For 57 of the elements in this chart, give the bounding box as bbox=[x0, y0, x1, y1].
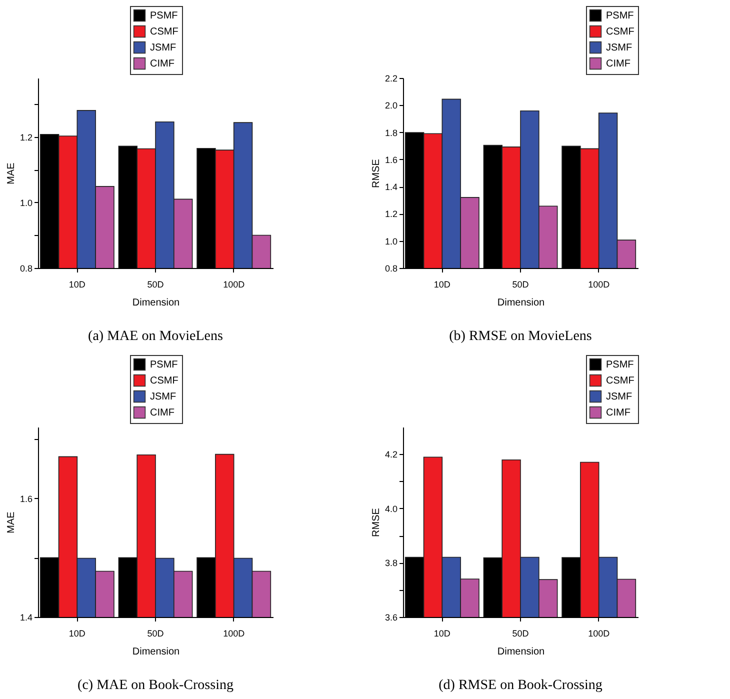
y-tick-label: 1.6 bbox=[20, 494, 32, 504]
y-tick-label: 1.0 bbox=[384, 236, 398, 246]
legend-label: JSMF bbox=[606, 42, 632, 54]
legend-label: CIMF bbox=[150, 408, 174, 418]
x-tick-label: 50D bbox=[512, 280, 530, 290]
legend-label: PSMF bbox=[150, 10, 178, 22]
y-tick-label: 1.4 bbox=[20, 612, 32, 622]
legend-label: JSMF bbox=[606, 392, 632, 402]
y-tick-label: 1.6 bbox=[384, 154, 398, 165]
x-axis-title: Dimension bbox=[132, 646, 180, 658]
x-tick-label: 100D bbox=[588, 280, 610, 290]
legend-label: JSMF bbox=[150, 42, 176, 54]
y-tick-label: 3.8 bbox=[384, 558, 398, 568]
x-axis-title: Dimension bbox=[497, 298, 545, 308]
y-tick-label: 4.2 bbox=[384, 450, 398, 460]
y-tick-label: 1.2 bbox=[20, 132, 32, 142]
y-tick-label: 4.0 bbox=[384, 504, 398, 514]
y-axis-title: MAE bbox=[6, 511, 17, 534]
x-axis-title: Dimension bbox=[132, 298, 180, 308]
x-tick-label: 100D bbox=[223, 628, 246, 638]
legend-label: CSMF bbox=[606, 376, 634, 386]
x-tick-label: 100D bbox=[588, 628, 610, 638]
legend-label: PSMF bbox=[150, 360, 178, 370]
y-tick-label: 1.4 bbox=[384, 182, 398, 192]
text: (c) MAE on Book-Crossing bbox=[78, 678, 234, 693]
text: (b) RMSE on MovieLens bbox=[449, 329, 592, 344]
x-tick-label: 50D bbox=[147, 280, 164, 290]
x-tick-label: 100D bbox=[223, 280, 246, 290]
text: (d) RMSE on Book-Crossing bbox=[438, 678, 602, 693]
x-tick-label: 50D bbox=[147, 628, 164, 638]
legend-label: PSMF bbox=[606, 10, 634, 22]
legend-label: CSMF bbox=[150, 26, 178, 38]
y-tick-label: 1.0 bbox=[20, 198, 32, 208]
legend-label: CIMF bbox=[150, 58, 174, 70]
x-tick-label: 50D bbox=[512, 628, 530, 638]
y-tick-label: 2.2 bbox=[384, 74, 398, 84]
y-tick-label: 1.2 bbox=[384, 209, 398, 220]
legend-label: CSMF bbox=[150, 376, 178, 386]
legend-label: CIMF bbox=[606, 408, 630, 418]
y-tick-label: 2.0 bbox=[384, 100, 398, 111]
legend-label: CIMF bbox=[606, 58, 630, 70]
y-tick-label: 0.8 bbox=[384, 264, 398, 274]
y-tick-label: 0.8 bbox=[20, 264, 32, 274]
y-axis-title: RMSE bbox=[370, 508, 382, 537]
y-tick-label: 1.8 bbox=[384, 128, 398, 138]
text: (a) MAE on MovieLens bbox=[88, 329, 223, 344]
x-tick-label: 10D bbox=[434, 280, 451, 290]
x-axis-title: Dimension bbox=[497, 646, 545, 658]
y-tick-label: 3.6 bbox=[384, 612, 398, 622]
legend-label: JSMF bbox=[150, 392, 176, 402]
legend-label: PSMF bbox=[606, 360, 634, 370]
x-tick-label: 10D bbox=[68, 628, 86, 638]
legend-label: CSMF bbox=[606, 26, 634, 38]
x-tick-label: 10D bbox=[68, 280, 86, 290]
x-tick-label: 10D bbox=[434, 628, 451, 638]
y-axis-title: MAE bbox=[6, 162, 17, 184]
y-axis-title: RMSE bbox=[370, 158, 382, 188]
